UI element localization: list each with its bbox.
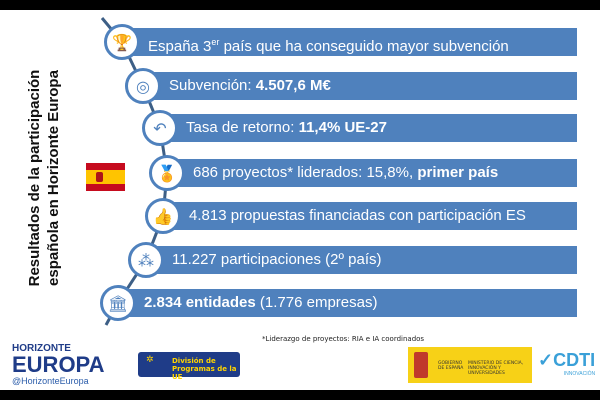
stat-pre: Tasa de retorno: xyxy=(186,119,299,136)
stat-row: España 3er país que ha conseguido mayor … xyxy=(122,28,577,56)
stat-text: España 3er país que ha conseguido mayor … xyxy=(122,37,509,55)
stat-row: Tasa de retorno: 11,4% UE-27 xyxy=(160,114,577,142)
stat-bold: 11,4% UE-27 xyxy=(298,119,387,136)
medal-icon: 🏅 xyxy=(149,155,185,191)
return-arrow-icon: ↶ xyxy=(142,110,178,146)
logo-europa: EUROPA xyxy=(12,352,105,377)
stat-text: Tasa de retorno: 11,4% UE-27 xyxy=(160,119,387,136)
dpue-line-2: Programas de la UE xyxy=(172,365,237,381)
twitter-handle[interactable]: @HorizonteEuropa xyxy=(12,376,89,386)
thumbs-up-icon: 👍 xyxy=(145,198,181,234)
stat-pre: 11.227 participaciones (2º país) xyxy=(172,251,382,268)
stat-row: 2.834 entidades (1.776 empresas) xyxy=(118,289,577,317)
top-letterbox xyxy=(0,0,600,10)
stat-text: 686 proyectos* liderados: 15,8%, primer … xyxy=(167,164,498,181)
footnote: *Liderazgo de proyectos: RIA e IA coordi… xyxy=(262,335,425,343)
gobierno-espana-logo: GOBIERNO DE ESPAÑA MINISTERIO DE CIENCIA… xyxy=(408,347,532,383)
stat-bold: 2.834 entidades xyxy=(144,294,256,311)
stat-pre: Subvención: xyxy=(169,77,256,94)
spain-flag xyxy=(86,163,125,191)
stat-bold: 4.507,6 M€ xyxy=(255,77,331,94)
coat-of-arms-icon xyxy=(414,352,428,378)
stat-pre: 686 proyectos* liderados: 15,8%, xyxy=(193,164,418,181)
stat-text: 11.227 participaciones (2º país) xyxy=(146,251,382,268)
coins-icon: ◎ xyxy=(125,68,161,104)
stat-post: (1.776 empresas) xyxy=(255,294,378,311)
division-programas-ue-logo: ✲ División de Programas de la UE xyxy=(138,352,240,381)
stat-row: 11.227 participaciones (2º país) xyxy=(146,246,577,274)
institution-icon: 🏛 xyxy=(100,285,136,321)
cdti-text: CDTI xyxy=(553,350,596,370)
ministerio-text: MINISTERIO DE CIENCIA, INNOVACIÓN Y UNIV… xyxy=(468,361,524,376)
cdti-sub: INNOVACIÓN xyxy=(563,371,596,377)
stat-bold: primer país xyxy=(417,164,499,181)
dpue-line-1: División de xyxy=(172,357,216,365)
stat-pre: 4.813 propuestas financiadas con partici… xyxy=(189,207,526,224)
eu-stars-icon: ✲ xyxy=(146,355,154,365)
stat-row: 4.813 propuestas financiadas con partici… xyxy=(163,202,577,230)
stat-text: país que ha conseguido mayor subvención xyxy=(219,38,509,55)
cdti-check-icon: ✓ xyxy=(538,350,554,370)
stat-text: 2.834 entidades (1.776 empresas) xyxy=(118,294,377,311)
bottom-letterbox xyxy=(0,390,600,400)
gobierno-text: GOBIERNO DE ESPAÑA xyxy=(438,361,464,371)
people-icon: ⁂ xyxy=(128,242,164,278)
stat-text: Subvención: 4.507,6 M€ xyxy=(143,77,331,94)
horizonte-europa-logo[interactable]: HORIZONTE EUROPA @HorizonteEuropa xyxy=(12,343,105,386)
cdti-logo: ✓CDTI INNOVACIÓN xyxy=(538,350,595,377)
stat-row: Subvención: 4.507,6 M€ xyxy=(143,72,577,100)
stat-sup: er xyxy=(211,37,220,47)
logo-horizonte: HORIZONTE xyxy=(12,343,71,354)
trophy-icon: 🏆 xyxy=(104,24,140,60)
stat-text: 4.813 propuestas financiadas con partici… xyxy=(163,207,526,224)
stat-pre: España 3 xyxy=(148,38,212,55)
stat-row: 686 proyectos* liderados: 15,8%, primer … xyxy=(167,159,577,187)
